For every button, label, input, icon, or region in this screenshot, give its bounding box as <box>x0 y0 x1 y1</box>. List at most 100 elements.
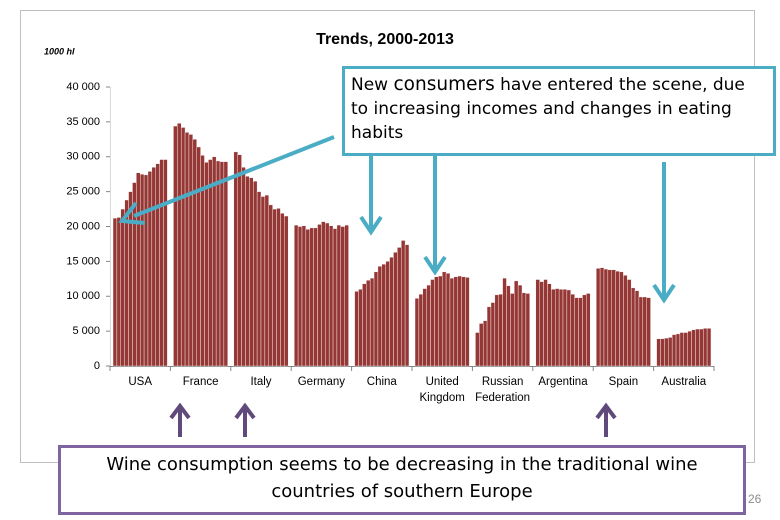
bar <box>586 293 591 367</box>
bar <box>434 276 439 367</box>
callout-emphasis: consumers <box>393 74 495 95</box>
arrow-head <box>359 215 383 236</box>
bar <box>482 320 488 367</box>
bar <box>196 146 201 367</box>
bar <box>180 127 186 367</box>
bar <box>184 132 190 367</box>
bar <box>362 283 367 367</box>
bar <box>249 177 254 367</box>
bar <box>204 162 209 367</box>
arrow-head <box>652 283 676 304</box>
bar <box>535 279 540 367</box>
bar <box>691 329 696 367</box>
bar <box>151 167 156 367</box>
y-tick-label: 10 000 <box>66 290 100 302</box>
bar <box>578 297 583 367</box>
bar <box>426 284 431 367</box>
arrow-head <box>169 402 191 420</box>
bar <box>461 276 466 367</box>
bar <box>192 139 197 367</box>
bar <box>212 156 217 367</box>
bar <box>401 240 406 367</box>
bar <box>679 332 684 367</box>
bar <box>543 279 548 367</box>
bar <box>603 268 609 367</box>
bar <box>683 332 688 367</box>
x-tick-label: Argentina <box>538 376 588 388</box>
bar <box>313 227 318 367</box>
bar <box>280 213 285 367</box>
bar <box>336 224 342 367</box>
y-tick-label: 20 000 <box>66 220 100 232</box>
annotation-arrows <box>118 135 676 304</box>
bar <box>634 290 640 367</box>
bar <box>381 263 386 367</box>
bar <box>611 269 616 367</box>
bar <box>264 194 269 367</box>
bar <box>671 334 677 367</box>
bar <box>599 267 605 367</box>
arrow <box>133 135 335 218</box>
arrow-head <box>423 255 447 276</box>
chart-title: Trends, 2000-2013 <box>316 31 454 48</box>
bar <box>699 328 704 367</box>
up-arrows <box>169 402 617 437</box>
bar <box>502 277 507 367</box>
bar <box>562 289 568 367</box>
bar <box>539 281 544 367</box>
bar <box>340 226 345 367</box>
bar <box>521 292 527 367</box>
bar <box>453 276 458 367</box>
bar <box>328 225 334 367</box>
bar <box>703 328 708 367</box>
x-tick-label: USA <box>128 376 153 388</box>
bar <box>479 323 484 367</box>
bar <box>555 288 560 367</box>
bar <box>404 244 410 367</box>
bar <box>660 338 665 367</box>
bar <box>260 196 266 367</box>
bar <box>619 271 624 367</box>
callout-text: Wine consumption seems to be decreasing … <box>106 454 698 502</box>
bar <box>558 289 564 367</box>
y-tick-label: 40 000 <box>66 81 100 93</box>
bar <box>442 271 447 367</box>
bar <box>642 296 647 367</box>
bar <box>389 256 394 367</box>
bar <box>321 221 326 367</box>
x-tick-label: Germany <box>297 376 346 388</box>
y-tick-label: 15 000 <box>66 255 100 267</box>
bar <box>177 123 182 367</box>
bar <box>675 333 681 367</box>
bar <box>397 247 402 367</box>
bar <box>301 225 307 367</box>
bar <box>116 217 121 367</box>
bar <box>627 279 632 367</box>
callout-text: have entered the scene, due to increasin… <box>351 75 745 143</box>
bar <box>237 154 242 367</box>
bar <box>120 208 125 367</box>
y-tick-label: 5 000 <box>72 325 100 337</box>
bar <box>163 159 168 367</box>
bar <box>445 273 451 367</box>
bar <box>112 217 118 367</box>
bar <box>607 269 612 367</box>
bar <box>570 293 575 367</box>
x-tick-label: Spain <box>608 376 639 388</box>
bar <box>344 224 349 367</box>
bar <box>284 215 289 367</box>
callout-new-consumers: New consumers have entered the scene, du… <box>342 66 776 156</box>
bar <box>147 171 153 367</box>
bar <box>664 337 669 367</box>
y-tick-label: 30 000 <box>66 151 100 163</box>
bar <box>155 163 160 367</box>
x-tick-label: China <box>366 376 397 388</box>
bar <box>325 222 330 367</box>
bar <box>128 191 133 367</box>
bar <box>547 283 552 367</box>
bar <box>245 176 250 367</box>
bar <box>475 332 480 367</box>
bar <box>438 275 443 367</box>
bar <box>596 268 601 367</box>
